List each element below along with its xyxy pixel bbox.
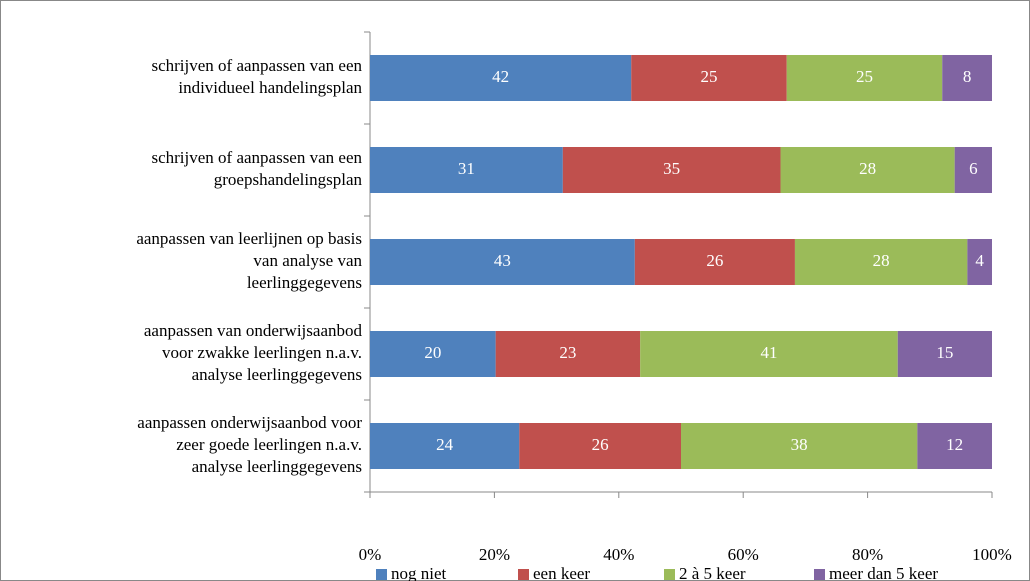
bar-segment — [897, 331, 992, 377]
data-label: 25 — [700, 67, 717, 86]
x-tick-label: 0% — [359, 545, 382, 564]
bar-segment — [562, 147, 781, 193]
category-label-line: analyse leerlinggegevens — [192, 365, 362, 384]
bar-segment — [786, 55, 943, 101]
legend-label: 2 à 5 keer — [679, 564, 746, 581]
category-label-line: analyse leerlinggegevens — [192, 457, 362, 476]
x-tick-label: 40% — [603, 545, 634, 564]
bar-segment — [519, 423, 681, 469]
bar-segment — [370, 423, 520, 469]
category-label: aanpassen van leerlijnen op basis van ana… — [136, 229, 362, 292]
data-label: 31 — [458, 159, 475, 178]
category-label: aanpassen van onderwijsaanbod voor zwakke… — [144, 321, 363, 384]
data-label: 41 — [760, 343, 777, 362]
category-label: aanpassen onderwijsaanbod voor zeer goede… — [137, 413, 362, 476]
x-tick-label: 80% — [852, 545, 883, 564]
data-label: 42 — [492, 67, 509, 86]
data-label: 6 — [969, 159, 978, 178]
bar-segment — [370, 239, 635, 285]
bar-segment — [681, 423, 918, 469]
bar-segment — [780, 147, 955, 193]
data-label: 15 — [936, 343, 953, 362]
legend-label: meer dan 5 keer — [829, 564, 938, 581]
category-label-line: individueel handelingsplan — [178, 78, 362, 97]
data-label: 8 — [963, 67, 972, 86]
bar-segment — [370, 147, 563, 193]
legend-label: een keer — [533, 564, 590, 581]
category-label-line: van analyse van — [253, 251, 362, 270]
data-label: 20 — [424, 343, 441, 362]
bar-segment — [631, 55, 787, 101]
data-label: 24 — [436, 435, 454, 454]
category-label-line: aanpassen van onderwijsaanbod — [144, 321, 363, 340]
category-label-line: zeer goede leerlingen n.a.v. — [176, 435, 362, 454]
data-label: 12 — [946, 435, 963, 454]
category-label: schrijven of aanpassen van een groepshand… — [151, 148, 362, 189]
bar-segment — [954, 147, 992, 193]
category-label-line: voor zwakke leerlingen n.a.v. — [162, 343, 362, 362]
category-label-line: aanpassen onderwijsaanbod voor — [137, 413, 362, 432]
data-label: 28 — [859, 159, 876, 178]
data-label: 23 — [559, 343, 576, 362]
bar-segment — [917, 423, 992, 469]
data-label: 28 — [873, 251, 890, 270]
x-tick-label: 20% — [479, 545, 510, 564]
category-label-line: schrijven of aanpassen van een — [151, 56, 362, 75]
category-label: schrijven of aanpassen van een individuee… — [151, 56, 362, 97]
legend-swatch — [376, 569, 387, 580]
category-label-line: leerlinggegevens — [247, 273, 362, 292]
bar-segment — [495, 331, 641, 377]
bar-segment — [794, 239, 968, 285]
data-label: 4 — [975, 251, 984, 270]
legend-swatch — [518, 569, 529, 580]
bar-segment — [370, 55, 632, 101]
data-label: 25 — [856, 67, 873, 86]
data-label: 35 — [663, 159, 680, 178]
data-label: 26 — [706, 251, 723, 270]
x-tick-label: 100% — [972, 545, 1012, 564]
bar-segment — [942, 55, 992, 101]
category-label-line: schrijven of aanpassen van een — [151, 148, 362, 167]
legend-swatch — [814, 569, 825, 580]
category-label-line: groepshandelingsplan — [214, 170, 363, 189]
category-label-line: aanpassen van leerlijnen op basis — [136, 229, 362, 248]
bar-segment — [370, 331, 496, 377]
bar-segment — [640, 331, 898, 377]
legend-label: nog niet — [391, 564, 447, 581]
bar-segment — [634, 239, 795, 285]
data-label: 43 — [494, 251, 511, 270]
bar-segment — [967, 239, 992, 285]
legend-swatch — [664, 569, 675, 580]
x-tick-label: 60% — [728, 545, 759, 564]
data-label: 38 — [791, 435, 808, 454]
data-label: 26 — [592, 435, 609, 454]
